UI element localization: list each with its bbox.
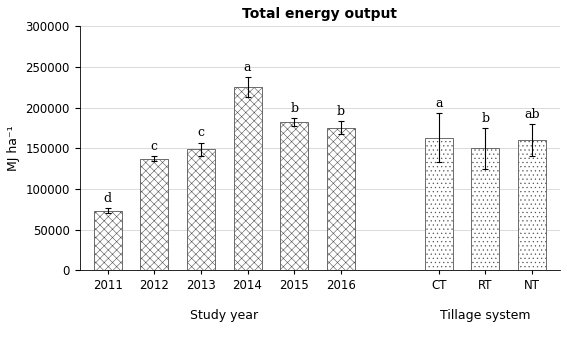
Bar (471, 148, 500, 270)
Bar (140, 159, 168, 270)
Text: Tillage system: Tillage system (440, 309, 531, 322)
Text: b: b (290, 102, 298, 115)
Text: d: d (104, 192, 112, 205)
Bar (234, 87, 261, 270)
Text: b: b (337, 105, 345, 118)
Text: ab: ab (524, 107, 540, 121)
Text: c: c (197, 126, 204, 139)
Bar (425, 138, 453, 270)
Text: b: b (481, 112, 489, 125)
Text: a: a (244, 61, 251, 74)
Bar (327, 128, 355, 270)
Text: a: a (435, 97, 442, 110)
Title: Total energy output: Total energy output (242, 7, 397, 21)
Text: Study year: Study year (190, 309, 258, 322)
Bar (518, 140, 546, 270)
Bar (187, 149, 215, 270)
Bar (280, 122, 308, 270)
Text: c: c (151, 140, 158, 153)
Bar (94, 211, 121, 270)
Y-axis label: MJ ha⁻¹: MJ ha⁻¹ (7, 125, 20, 171)
